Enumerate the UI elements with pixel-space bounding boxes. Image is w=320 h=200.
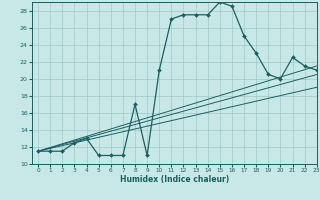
X-axis label: Humidex (Indice chaleur): Humidex (Indice chaleur) <box>120 175 229 184</box>
